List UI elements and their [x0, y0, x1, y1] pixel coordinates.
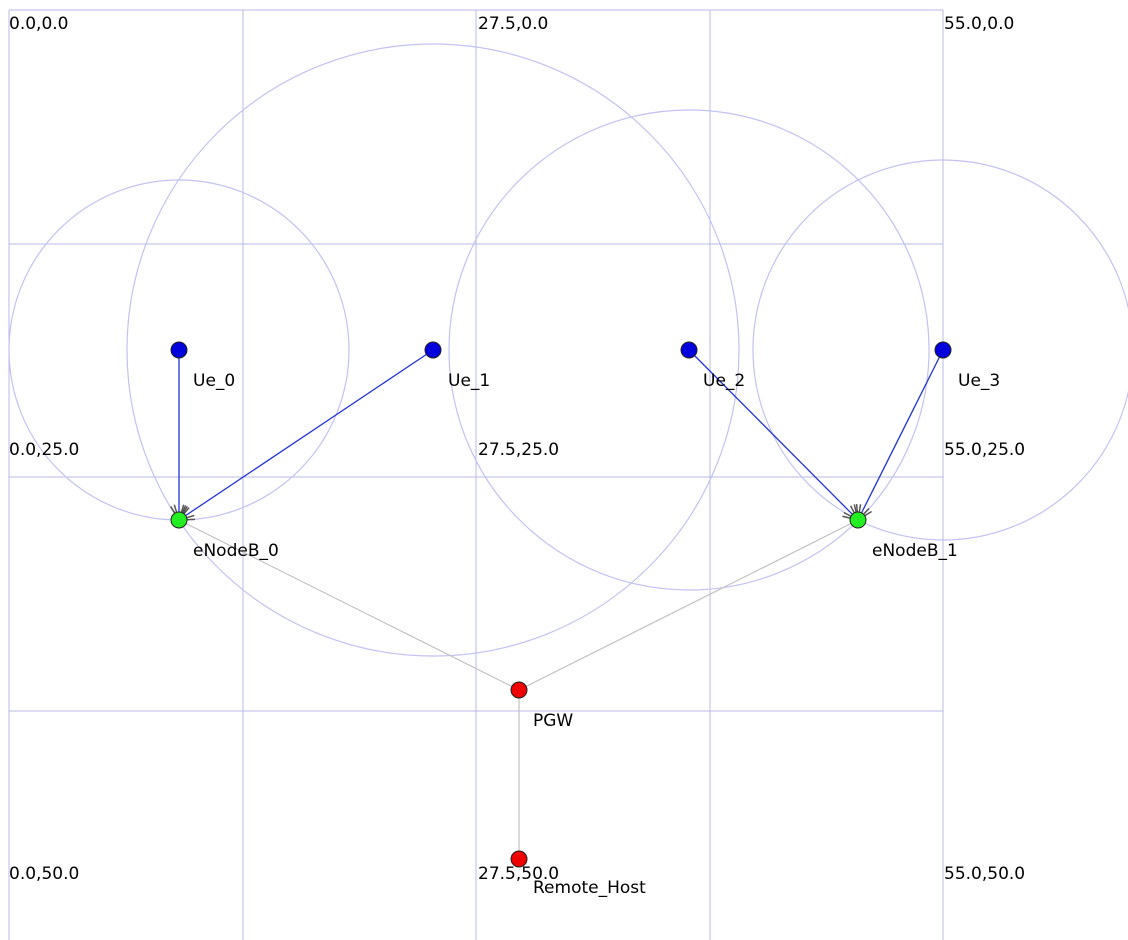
wireless-link-ue2-enb1 — [688, 349, 859, 521]
wired-link-enb0-pgw — [178, 519, 520, 691]
node-enb0[interactable] — [170, 511, 188, 529]
range-circle-ue1 — [126, 43, 740, 657]
grid-label: 27.5,25.0 — [478, 440, 559, 460]
node-label-ue0: Ue_0 — [193, 371, 235, 391]
wireless-link-ue3-enb1 — [857, 349, 944, 521]
node-label-pgw: PGW — [533, 711, 573, 731]
wireless-link-ue1-enb0 — [178, 349, 434, 521]
node-label-rh: Remote_Host — [533, 878, 646, 898]
wireless-links — [178, 349, 944, 521]
grid — [8, 9, 944, 940]
node-ue0[interactable] — [170, 341, 188, 359]
node-label-ue1: Ue_1 — [448, 371, 490, 391]
node-pgw[interactable] — [510, 681, 528, 699]
grid-label: 55.0,0.0 — [944, 14, 1014, 34]
grid-label: 0.0,0.0 — [9, 14, 68, 34]
node-labels: Ue_0 Ue_1 Ue_2 Ue_3 eNodeB_0 eNodeB_1 PG… — [193, 371, 1000, 898]
node-label-enb0: eNodeB_0 — [193, 541, 279, 561]
node-label-enb1: eNodeB_1 — [872, 541, 958, 561]
wired-link-enb1-pgw — [518, 519, 859, 691]
node-ue1[interactable] — [424, 341, 442, 359]
grid-label: 0.0,25.0 — [9, 440, 79, 460]
node-rh[interactable] — [510, 850, 528, 868]
node-ue3[interactable] — [934, 341, 952, 359]
nodes — [170, 341, 952, 868]
wired-links — [178, 519, 859, 859]
grid-coordinate-labels: 0.0,0.0 27.5,0.0 55.0,0.0 0.0,25.0 27.5,… — [9, 14, 1025, 884]
range-circle-ue2 — [448, 109, 930, 591]
node-enb1[interactable] — [849, 511, 867, 529]
grid-label: 27.5,50.0 — [478, 864, 559, 884]
node-label-ue3: Ue_3 — [958, 371, 1000, 391]
node-ue2[interactable] — [680, 341, 698, 359]
grid-label: 0.0,50.0 — [9, 864, 79, 884]
grid-label: 55.0,25.0 — [944, 440, 1025, 460]
grid-label: 55.0,50.0 — [944, 864, 1025, 884]
range-circle-ue3 — [752, 159, 1128, 541]
node-label-ue2: Ue_2 — [703, 371, 745, 391]
grid-label: 27.5,0.0 — [478, 14, 548, 34]
